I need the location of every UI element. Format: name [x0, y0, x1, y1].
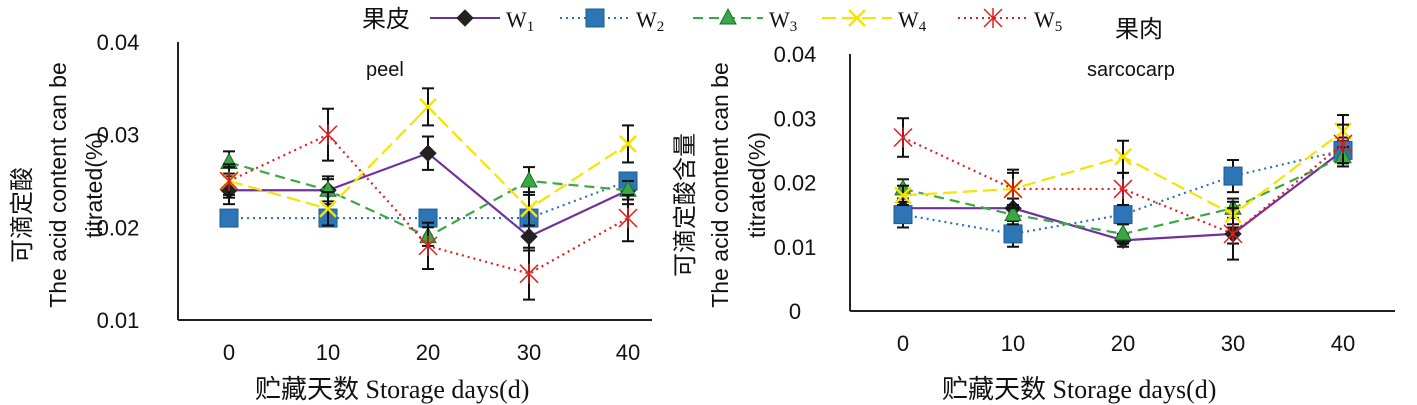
data-point: [520, 170, 538, 188]
panel-title-cn: 果肉: [1115, 16, 1163, 43]
x-axis-label: 贮藏天数 Storage days(d): [255, 375, 529, 404]
y-tick-label: 0.04: [774, 42, 817, 67]
legend-marker-star-icon: [983, 8, 1003, 28]
y-axis-label-en: titrated(%): [744, 132, 770, 238]
data-point: [1114, 223, 1132, 241]
legend-marker-x-icon: [848, 9, 866, 27]
y-axis-label-en: The acid content can be: [707, 62, 733, 308]
y-tick-label: 0.02: [774, 171, 817, 196]
y-axis-label-en: The acid content can be: [45, 62, 71, 308]
x-tick-label: 10: [1001, 331, 1025, 356]
legend-item-w3: W3: [693, 7, 797, 35]
y-tick-label: 0.03: [774, 106, 817, 131]
data-point: [318, 124, 338, 145]
series-w5: [893, 117, 1353, 261]
data-point: [519, 263, 539, 284]
legend-item-w1: W1: [430, 7, 534, 35]
panel-sarcocarp: 果肉 sarcocarp 0 0.01 0.02 0.03 0.04 0 10 20 30 40 可…: [672, 16, 1395, 404]
legend-marker-triangle-icon: [719, 7, 737, 25]
data-point: [520, 199, 538, 218]
y-axis-label-cn: 可滴定酸: [9, 167, 36, 263]
data-point: [1003, 224, 1023, 244]
data-point: [1114, 147, 1132, 166]
y-axis-label-en: titrated(%): [81, 132, 107, 238]
panel-title-en: sarcocarp: [1087, 59, 1175, 81]
y-axis-label-cn: 可滴定酸含量: [672, 133, 699, 277]
legend-label: W3: [769, 7, 797, 35]
data-point: [418, 235, 438, 256]
legend-item-w2: W2: [560, 7, 664, 35]
series-w5: [219, 107, 638, 301]
y-tick-label: 0.02: [97, 215, 140, 240]
data-point: [1333, 133, 1353, 154]
data-point: [319, 199, 337, 218]
data-point: [520, 227, 538, 246]
x-tick-label: 20: [416, 340, 440, 365]
data-point: [1113, 178, 1133, 199]
x-tick-label: 0: [897, 331, 909, 356]
legend-label: W2: [636, 7, 664, 35]
data-point: [419, 97, 437, 116]
series-line: [902, 136, 1344, 236]
x-axis-label: 贮藏天数 Storage days(d): [942, 375, 1216, 404]
legend-title-cn: 果皮: [362, 6, 410, 33]
data-point: [219, 208, 239, 228]
legend-item-w5: W5: [958, 7, 1062, 35]
legend-marker-square-icon: [585, 8, 605, 28]
data-point: [1004, 204, 1022, 222]
y-tick-label: 0.01: [774, 235, 817, 260]
data-point: [1113, 205, 1133, 225]
legend-label: W4: [898, 7, 927, 35]
data-point: [619, 135, 637, 153]
data-point: [1223, 166, 1243, 186]
x-tick-label: 20: [1111, 331, 1135, 356]
legend: 果皮 W1 W2 W3 W4 W5: [362, 6, 1062, 35]
y-tick-label: 0: [789, 299, 801, 324]
x-tick-label: 30: [1221, 331, 1245, 356]
x-tick-label: 30: [517, 340, 541, 365]
y-tick-label: 0.04: [97, 30, 140, 55]
x-tick-label: 40: [1331, 331, 1355, 356]
data-point: [893, 205, 913, 225]
data-point: [219, 171, 239, 191]
data-point: [1223, 223, 1243, 244]
data-point: [893, 127, 913, 148]
x-tick-label: 10: [316, 340, 340, 365]
y-tick-label: 0.01: [97, 308, 140, 333]
x-tick-label: 0: [223, 340, 235, 365]
y-tick-label: 0.03: [97, 123, 140, 148]
panel-peel: peel 0.01 0.02 0.03 0.04 0 10 20 30 40 可滴定酸 The ac…: [9, 30, 652, 404]
data-point: [618, 208, 638, 229]
legend-label: W1: [506, 7, 534, 35]
legend-label: W5: [1034, 7, 1062, 35]
x-tick-label: 40: [616, 340, 640, 365]
data-point: [894, 186, 912, 205]
legend-item-w4: W4: [822, 7, 927, 35]
panel-title-en: peel: [366, 59, 404, 81]
legend-marker-diamond-icon: [456, 9, 474, 27]
data-point: [1003, 178, 1023, 199]
data-point: [419, 144, 437, 162]
